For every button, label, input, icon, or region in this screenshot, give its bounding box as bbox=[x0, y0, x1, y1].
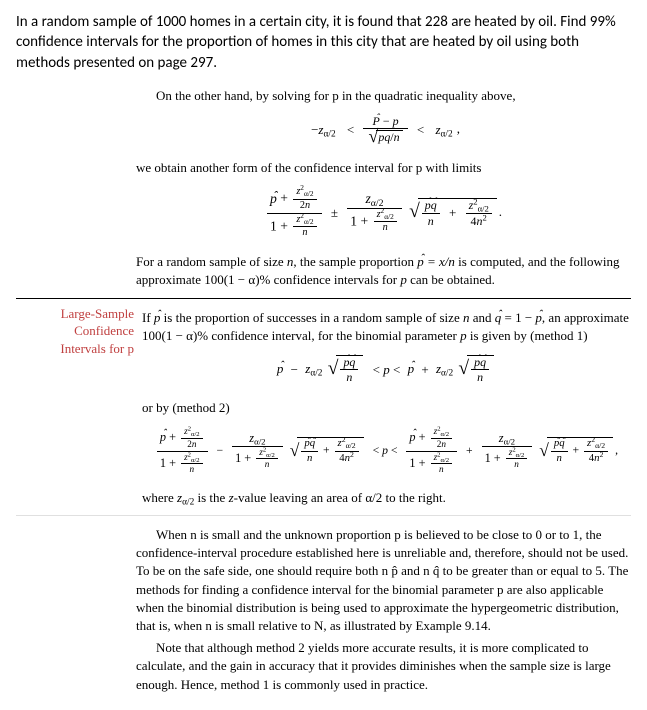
methods-section: Large-Sample Confidence Intervals for p … bbox=[16, 298, 631, 517]
formula-method-1: p − zα/2 √ pqn < p < p + zα/2 √ pqn bbox=[142, 355, 631, 385]
side-label-line-1: Large-Sample bbox=[16, 305, 134, 323]
where-line: where zα/2 is the z-value leaving an are… bbox=[142, 489, 631, 507]
section-intro: If p is the proportion of successes in a… bbox=[142, 309, 631, 345]
book-paragraph-3: Note that although method 2 yields more … bbox=[136, 639, 631, 694]
section-side-label: Large-Sample Confidence Intervals for p bbox=[16, 305, 142, 512]
section-body: If p is the proportion of successes in a… bbox=[142, 305, 631, 512]
side-label-line-3: Intervals for p bbox=[16, 340, 134, 358]
problem-statement: In a random sample of 1000 homes in a ce… bbox=[16, 12, 631, 73]
side-label-line-2: Confidence bbox=[16, 322, 134, 340]
book-line-1: On the other hand, by solving for p in t… bbox=[136, 87, 631, 105]
book-line-3: For a random sample of size n, the sampl… bbox=[136, 253, 631, 289]
book-paragraph-2: When n is small and the unknown proporti… bbox=[136, 526, 631, 635]
formula-method-2: p + z2α/22n 1 + z2α/2n − zα/2 1 + z2α/2n… bbox=[142, 427, 631, 475]
textbook-excerpt: On the other hand, by solving for p in t… bbox=[16, 87, 631, 694]
book-line-2: we obtain another form of the confidence… bbox=[136, 159, 631, 177]
formula-quadratic-ineq: −zα/2 < P − p √pq/n < zα/2, bbox=[136, 115, 631, 145]
or-method-2: or by (method 2) bbox=[142, 399, 631, 417]
formula-limits: p + z2α/22n 1 + z2α/2n ± zα/2 1 + z2α/2n… bbox=[136, 187, 631, 239]
